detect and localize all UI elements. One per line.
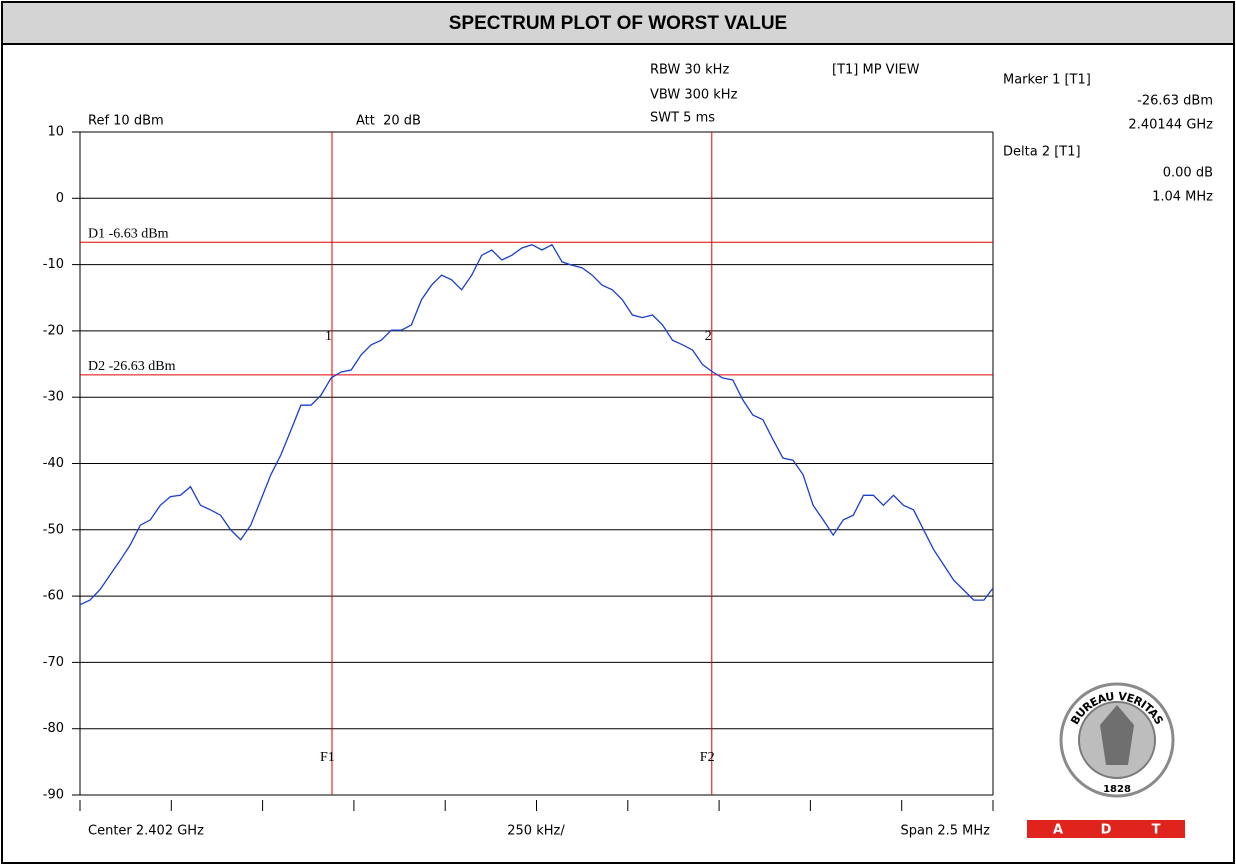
y-tick-label: 10 (47, 125, 64, 140)
marker-info: Delta 2 [T1] (1003, 145, 1081, 160)
y-tick-label: -90 (43, 788, 64, 803)
marker-label: 2 (705, 329, 712, 344)
marker-info: 0.00 dB (1163, 166, 1213, 181)
x-label: 250 kHz/ (507, 824, 565, 839)
setting: [T1] MP VIEW (832, 63, 920, 78)
y-tick-label: -50 (43, 522, 64, 537)
y-tick-label: -40 (43, 456, 64, 471)
y-tick-label: 0 (56, 191, 64, 206)
marker-info: Marker 1 [T1] (1003, 73, 1091, 88)
chart-title: SPECTRUM PLOT OF WORST VALUE (449, 13, 787, 34)
marker-info: 2.40144 GHz (1128, 118, 1213, 133)
logo-bar (1027, 820, 1185, 838)
marker-label: 1 (325, 329, 332, 344)
marker-info: -26.63 dBm (1137, 94, 1213, 109)
frequency-line-label: F1 (320, 750, 335, 765)
setting: Att 20 dB (356, 114, 421, 129)
logo-figure (1100, 705, 1134, 765)
logo-year: 1828 (1103, 784, 1131, 795)
y-tick-label: -70 (43, 655, 64, 670)
display-line-label: D2 -26.63 dBm (88, 359, 176, 374)
x-label: Center 2.402 GHz (88, 824, 204, 839)
setting: Ref 10 dBm (88, 114, 164, 129)
logo-letter: T (1152, 823, 1161, 838)
logo-letter: A (1053, 823, 1063, 838)
setting: VBW 300 kHz (650, 88, 738, 103)
title-bar (3, 3, 1233, 44)
setting: RBW 30 kHz (650, 63, 729, 78)
y-tick-label: -20 (43, 323, 64, 338)
x-label: Span 2.5 MHz (901, 824, 991, 839)
y-tick-label: -80 (43, 721, 64, 736)
setting: SWT 5 ms (650, 111, 715, 126)
marker-info: 1.04 MHz (1152, 190, 1213, 205)
y-tick-label: -30 (43, 390, 64, 405)
trace (79, 243, 994, 606)
logo-letter: D (1101, 823, 1112, 838)
y-tick-label: -60 (43, 589, 64, 604)
frequency-line-label: F2 (700, 750, 715, 765)
display-line-label: D1 -6.63 dBm (88, 226, 169, 241)
y-tick-label: -10 (43, 257, 64, 272)
